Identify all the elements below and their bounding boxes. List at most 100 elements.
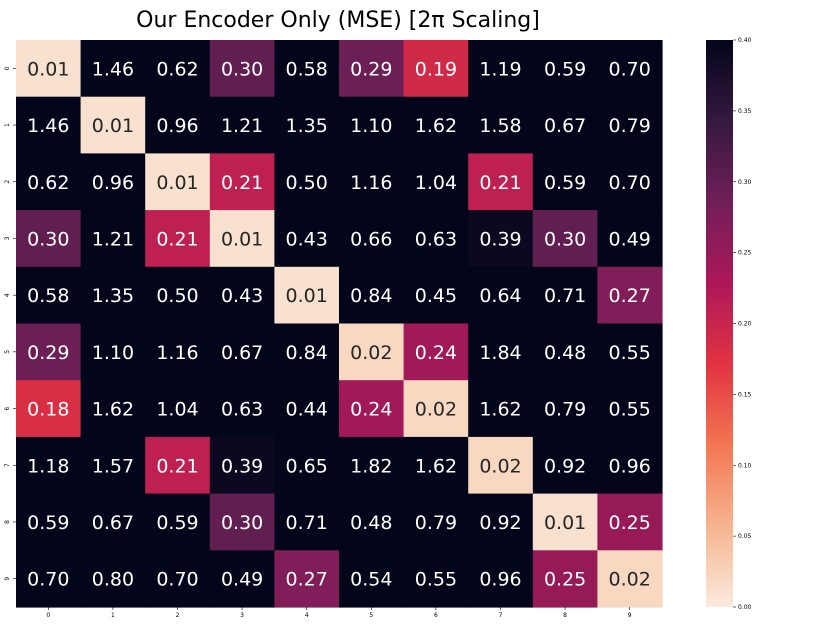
heatmap-cell-label: 0.70 <box>609 58 651 80</box>
heatmap-cell <box>145 436 211 495</box>
heatmap-cell <box>532 266 598 325</box>
colorbar-tick-label: 0.30 <box>738 179 752 186</box>
y-tick-label: 8 <box>4 520 11 524</box>
heatmap-cell-label: 0.30 <box>221 58 263 80</box>
heatmap-cell-label: 0.71 <box>286 512 328 534</box>
heatmap-cell-label: 0.24 <box>350 399 392 421</box>
heatmap-cell <box>403 153 469 211</box>
heatmap-cell-label: 0.48 <box>350 512 392 534</box>
heatmap-cell <box>209 323 275 381</box>
heatmap-cells: 0.01 1.46 0.62 0.30 0.58 0.29 0.19 1.19 0.59 0.70… <box>16 40 663 608</box>
heatmap-cell-label: 0.19 <box>415 58 457 80</box>
heatmap-cell <box>468 323 534 381</box>
heatmap-cell <box>468 550 534 608</box>
heatmap-cell <box>532 380 598 438</box>
colorbar-tick-label: 0.40 <box>738 37 752 44</box>
x-tick-label: 5 <box>369 612 373 619</box>
heatmap-cell-label: 0.59 <box>156 512 198 534</box>
heatmap-cell <box>339 210 405 268</box>
heatmap-cell-label: 1.62 <box>92 399 134 421</box>
heatmap-cell-label: 0.58 <box>286 58 328 80</box>
heatmap-cell-label: 0.50 <box>286 172 328 194</box>
heatmap-cell-label: 1.46 <box>92 58 134 80</box>
heatmap-cell <box>597 323 663 381</box>
heatmap-cell-label: 1.57 <box>92 455 134 477</box>
heatmap-cell <box>403 210 469 268</box>
heatmap-cell-label: 0.21 <box>479 172 521 194</box>
colorbar-tick-label: 0.05 <box>738 533 752 540</box>
heatmap-cell-label: 0.92 <box>479 512 521 534</box>
heatmap-cell <box>403 266 469 325</box>
heatmap-cell-label: 0.58 <box>27 285 69 307</box>
heatmap-cell <box>468 153 534 211</box>
heatmap-cell-label: 0.49 <box>221 569 263 591</box>
y-tick-label: 7 <box>4 463 11 467</box>
y-axis-ticks: 0 1 2 3 4 5 6 7 8 9 <box>4 66 16 581</box>
heatmap-cell <box>274 323 340 381</box>
heatmap-cell <box>145 210 211 268</box>
heatmap-cell-label: 1.18 <box>27 455 69 477</box>
heatmap-cell <box>597 436 663 495</box>
heatmap-cell-label: 0.59 <box>544 172 586 194</box>
colorbar-ticks: 0.00 0.05 0.10 0.15 0.20 0.25 0.30 0.35 0.40 <box>733 37 752 611</box>
y-tick-label: 9 <box>4 577 11 581</box>
heatmap-cell <box>532 493 598 551</box>
heatmap-cell-label: 0.30 <box>27 228 69 250</box>
heatmap-cell-label: 0.59 <box>544 58 586 80</box>
x-tick-label: 9 <box>628 612 632 619</box>
heatmap-cell <box>597 210 663 268</box>
heatmap-cell-label: 0.79 <box>415 512 457 534</box>
heatmap-cell <box>339 96 405 154</box>
heatmap-cell <box>16 550 82 608</box>
heatmap-cell <box>532 40 598 98</box>
y-tick-label: 3 <box>4 236 11 240</box>
heatmap-cell-label: 0.21 <box>156 228 198 250</box>
heatmap-cell-label: 0.29 <box>350 58 392 80</box>
heatmap-cell <box>80 96 146 154</box>
heatmap-cell-label: 0.96 <box>92 172 134 194</box>
heatmap-cell <box>339 266 405 325</box>
heatmap-cell <box>16 266 82 325</box>
x-tick-label: 3 <box>240 612 244 619</box>
heatmap-cell-label: 1.16 <box>156 342 198 364</box>
heatmap-cell <box>145 493 211 551</box>
heatmap-cell <box>80 380 146 438</box>
heatmap-cell-label: 0.27 <box>609 285 651 307</box>
heatmap-cell-label: 0.02 <box>350 342 392 364</box>
heatmap-cell-label: 1.21 <box>92 228 134 250</box>
heatmap-cell <box>597 266 663 325</box>
heatmap-cell <box>80 493 146 551</box>
heatmap-cell <box>274 550 340 608</box>
heatmap-cell <box>145 96 211 154</box>
heatmap-cell <box>274 210 340 268</box>
heatmap-cell <box>597 96 663 154</box>
heatmap-cell-label: 0.49 <box>609 228 651 250</box>
heatmap-cell-label: 1.04 <box>415 172 457 194</box>
heatmap-cell-label: 0.80 <box>92 569 134 591</box>
heatmap-cell-label: 1.84 <box>479 342 521 364</box>
heatmap-cell <box>339 40 405 98</box>
heatmap-cell-label: 1.62 <box>415 115 457 137</box>
heatmap-cell <box>145 550 211 608</box>
heatmap-cell <box>597 153 663 211</box>
heatmap-cell-label: 1.46 <box>27 115 69 137</box>
heatmap-cell <box>274 96 340 154</box>
heatmap-cell <box>339 493 405 551</box>
heatmap-cell <box>532 96 598 154</box>
colorbar-tick-label: 0.00 <box>738 604 752 611</box>
colorbar-tick-label: 0.35 <box>738 108 752 115</box>
heatmap-cell <box>468 40 534 98</box>
heatmap-cell <box>274 493 340 551</box>
heatmap-cell-label: 1.21 <box>221 115 263 137</box>
heatmap-cell-label: 0.30 <box>221 512 263 534</box>
heatmap-cell <box>80 40 146 98</box>
heatmap-cell-label: 0.02 <box>609 569 651 591</box>
heatmap-cell-label: 1.10 <box>92 342 134 364</box>
heatmap-cell-label: 0.59 <box>27 512 69 534</box>
heatmap-cell <box>16 436 82 495</box>
heatmap-cell-label: 1.82 <box>350 455 392 477</box>
y-tick-label: 2 <box>4 180 11 184</box>
x-tick-label: 2 <box>176 612 180 619</box>
heatmap-cell-label: 0.01 <box>27 58 69 80</box>
